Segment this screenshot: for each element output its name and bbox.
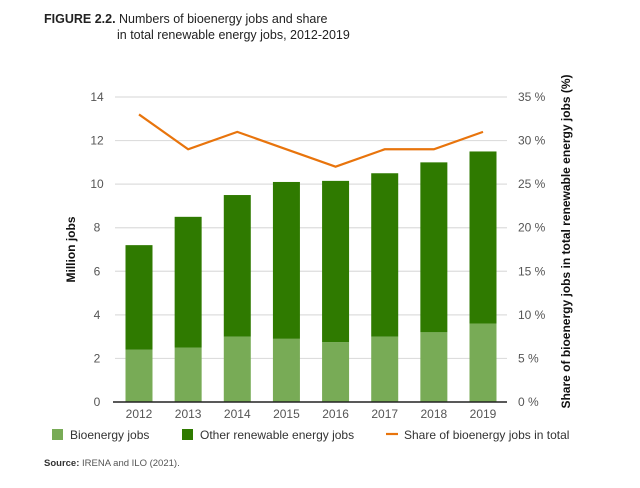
bar-other-renewable bbox=[420, 162, 448, 333]
y-tick-label: 12 bbox=[90, 134, 104, 148]
bar-other-renewable bbox=[174, 216, 202, 348]
bar-bioenergy bbox=[469, 323, 497, 402]
bar-bioenergy bbox=[371, 336, 399, 402]
x-tick-label: 2012 bbox=[126, 407, 153, 421]
y2-tick-label: 5 % bbox=[518, 351, 539, 365]
y-tick-label: 0 bbox=[94, 395, 101, 409]
source-text: IRENA and ILO (2021). bbox=[82, 458, 180, 469]
bar-bioenergy bbox=[125, 349, 153, 402]
x-tick-label: 2018 bbox=[421, 407, 448, 421]
bar-other-renewable bbox=[223, 195, 251, 337]
legend-swatch-other bbox=[182, 429, 193, 440]
title-line-2: in total renewable energy jobs, 2012-201… bbox=[117, 28, 350, 42]
y2-axis-label: Share of bioenergy jobs in total renewab… bbox=[559, 74, 573, 408]
x-tick-label: 2017 bbox=[371, 407, 398, 421]
y-tick-label: 4 bbox=[94, 308, 101, 322]
y-axis-label: Million jobs bbox=[64, 216, 78, 282]
bar-bioenergy bbox=[322, 342, 350, 402]
y-tick-label: 14 bbox=[90, 90, 104, 104]
title-line-1: Numbers of bioenergy jobs and share bbox=[119, 12, 328, 26]
y-tick-label: 8 bbox=[94, 221, 101, 235]
figure-number: FIGURE 2.2. bbox=[44, 12, 116, 26]
y-tick-label: 2 bbox=[94, 351, 101, 365]
figure-title: FIGURE 2.2. Numbers of bioenergy jobs an… bbox=[44, 11, 350, 43]
y2-tick-label: 15 % bbox=[518, 264, 546, 278]
y2-tick-label: 25 % bbox=[518, 177, 546, 191]
x-tick-label: 2016 bbox=[322, 407, 349, 421]
legend-label-share: Share of bioenergy jobs in total bbox=[404, 428, 569, 442]
bar-bioenergy bbox=[174, 347, 202, 402]
x-tick-label: 2019 bbox=[470, 407, 497, 421]
y2-tick-label: 10 % bbox=[518, 308, 546, 322]
legend-label-other: Other renewable energy jobs bbox=[200, 428, 354, 442]
x-tick-label: 2014 bbox=[224, 407, 251, 421]
bar-other-renewable bbox=[322, 180, 350, 343]
bar-other-renewable bbox=[125, 245, 153, 350]
source-label: Source: bbox=[44, 458, 80, 469]
y2-tick-label: 20 % bbox=[518, 221, 546, 235]
bar-bioenergy bbox=[420, 332, 448, 402]
y2-tick-label: 30 % bbox=[518, 134, 546, 148]
bar-bioenergy bbox=[272, 338, 300, 402]
y-tick-label: 10 bbox=[90, 177, 104, 191]
x-tick-label: 2015 bbox=[273, 407, 300, 421]
bar-other-renewable bbox=[371, 173, 399, 337]
bar-bioenergy bbox=[223, 336, 251, 402]
source-note: Source: IRENA and ILO (2021). bbox=[44, 458, 180, 469]
legend-label-bioenergy: Bioenergy jobs bbox=[70, 428, 149, 442]
y2-tick-label: 35 % bbox=[518, 90, 546, 104]
y2-tick-label: 0 % bbox=[518, 395, 539, 409]
y-tick-label: 6 bbox=[94, 264, 101, 278]
legend-swatch-bioenergy bbox=[52, 429, 63, 440]
bar-other-renewable bbox=[272, 181, 300, 339]
share-line bbox=[138, 113, 484, 168]
bar-other-renewable bbox=[469, 151, 497, 324]
x-tick-label: 2013 bbox=[175, 407, 202, 421]
